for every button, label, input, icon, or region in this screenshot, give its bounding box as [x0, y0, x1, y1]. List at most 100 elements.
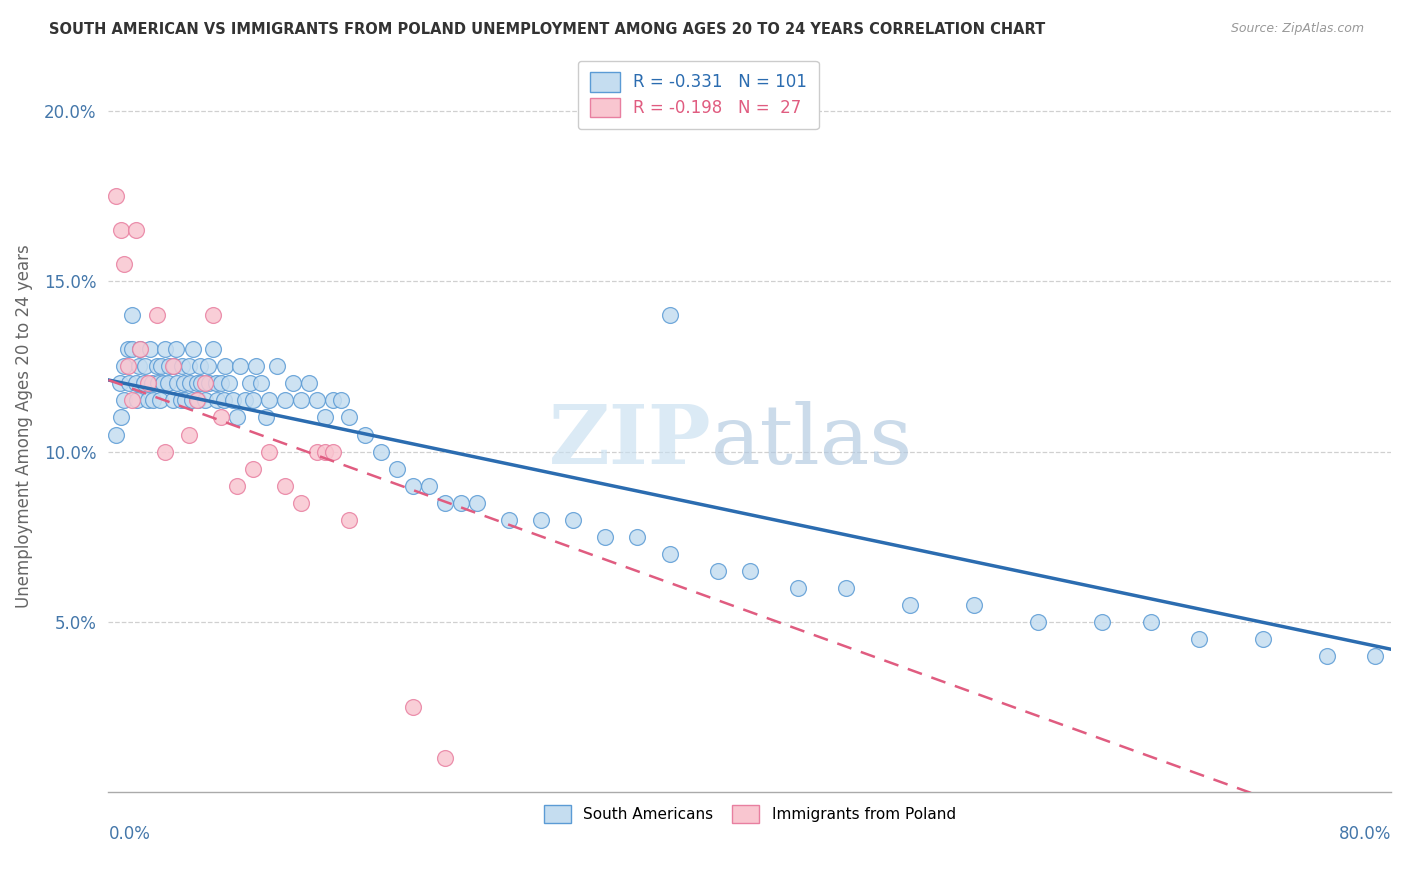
Text: 0.0%: 0.0%	[108, 825, 150, 844]
Point	[201, 308, 224, 322]
Point	[117, 359, 139, 374]
Point	[1091, 615, 1114, 629]
Point	[1251, 632, 1274, 646]
Point	[305, 444, 328, 458]
Point	[156, 376, 179, 391]
Point	[142, 393, 165, 408]
Point	[212, 393, 235, 408]
Point	[218, 376, 240, 391]
Point	[658, 547, 681, 561]
Y-axis label: Unemployment Among Ages 20 to 24 years: Unemployment Among Ages 20 to 24 years	[15, 244, 32, 607]
Point	[157, 359, 180, 374]
Point	[134, 359, 156, 374]
Point	[150, 359, 173, 374]
Point	[222, 393, 245, 408]
Point	[114, 359, 136, 374]
Point	[194, 393, 217, 408]
Point	[207, 393, 229, 408]
Point	[898, 598, 921, 612]
Point	[121, 343, 143, 357]
Point	[562, 513, 585, 527]
Point	[186, 376, 208, 391]
Text: SOUTH AMERICAN VS IMMIGRANTS FROM POLAND UNEMPLOYMENT AMONG AGES 20 TO 24 YEARS : SOUTH AMERICAN VS IMMIGRANTS FROM POLAND…	[49, 22, 1046, 37]
Point	[188, 359, 211, 374]
Point	[114, 393, 136, 408]
Point	[242, 393, 264, 408]
Point	[245, 359, 267, 374]
Point	[595, 530, 617, 544]
Point	[118, 376, 141, 391]
Point	[214, 359, 236, 374]
Point	[138, 376, 160, 391]
Point	[165, 343, 187, 357]
Point	[370, 444, 392, 458]
Point	[153, 343, 176, 357]
Point	[314, 444, 336, 458]
Point	[179, 376, 201, 391]
Point	[132, 376, 155, 391]
Point	[1187, 632, 1209, 646]
Point	[337, 410, 360, 425]
Point	[402, 700, 425, 714]
Point	[187, 393, 209, 408]
Point	[274, 478, 297, 492]
Point	[418, 478, 440, 492]
Point	[183, 343, 205, 357]
Point	[146, 376, 169, 391]
Point	[530, 513, 553, 527]
Point	[138, 393, 160, 408]
Point	[738, 564, 761, 578]
Point	[402, 478, 425, 492]
Point	[835, 581, 858, 595]
Text: atlas: atlas	[711, 401, 914, 481]
Point	[450, 496, 472, 510]
Point	[1364, 649, 1386, 664]
Point	[177, 359, 200, 374]
Point	[205, 376, 228, 391]
Point	[127, 393, 149, 408]
Point	[281, 376, 304, 391]
Point	[786, 581, 808, 595]
Point	[105, 189, 128, 203]
Point	[1139, 615, 1161, 629]
Point	[225, 478, 247, 492]
Point	[114, 257, 136, 271]
Legend: South Americans, Immigrants from Poland: South Americans, Immigrants from Poland	[537, 799, 962, 829]
Point	[498, 513, 520, 527]
Point	[242, 461, 264, 475]
Point	[145, 308, 167, 322]
Point	[173, 376, 195, 391]
Point	[121, 393, 143, 408]
Point	[162, 359, 184, 374]
Point	[174, 393, 197, 408]
Point	[238, 376, 260, 391]
Text: Source: ZipAtlas.com: Source: ZipAtlas.com	[1230, 22, 1364, 36]
Point	[274, 393, 297, 408]
Point	[129, 343, 152, 357]
Point	[658, 308, 681, 322]
Point	[266, 359, 288, 374]
Point	[169, 393, 191, 408]
Point	[249, 376, 271, 391]
Point	[141, 376, 163, 391]
Point	[172, 359, 194, 374]
Point	[329, 393, 352, 408]
Point	[305, 393, 328, 408]
Point	[194, 376, 217, 391]
Text: 80.0%: 80.0%	[1339, 825, 1391, 844]
Point	[354, 427, 377, 442]
Point	[190, 376, 212, 391]
Point	[153, 444, 176, 458]
Text: ZIP: ZIP	[548, 401, 711, 481]
Point	[209, 410, 232, 425]
Point	[298, 376, 321, 391]
Point	[177, 427, 200, 442]
Point	[314, 410, 336, 425]
Point	[108, 376, 131, 391]
Point	[105, 427, 128, 442]
Point	[197, 359, 219, 374]
Point	[257, 393, 280, 408]
Point	[198, 376, 221, 391]
Point	[626, 530, 648, 544]
Point	[385, 461, 408, 475]
